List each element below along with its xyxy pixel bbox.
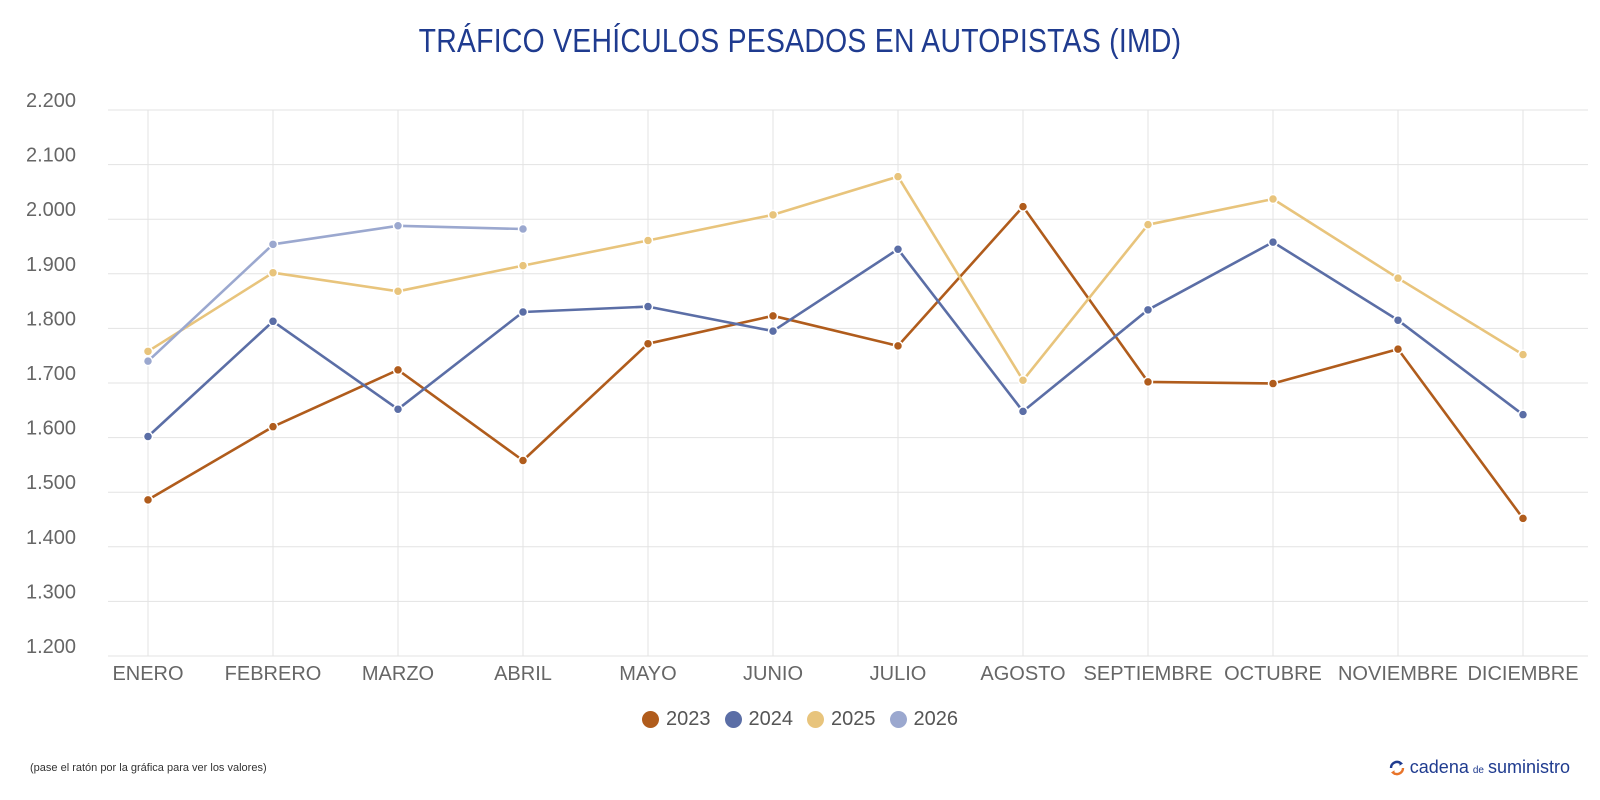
legend-label: 2024: [748, 708, 794, 730]
data-point-2025[interactable]: [1392, 272, 1404, 284]
legend-dot-icon: [642, 711, 659, 728]
y-tick-label: 1.400: [26, 527, 76, 549]
data-point-2024[interactable]: [517, 306, 529, 318]
brand-text-suministro: suministro: [1487, 757, 1570, 777]
data-point-2023[interactable]: [142, 494, 154, 506]
data-point-2024[interactable]: [1267, 236, 1279, 248]
data-point-2024[interactable]: [392, 403, 404, 415]
data-point-2026[interactable]: [517, 223, 529, 235]
legend-dot-icon: [889, 711, 907, 728]
y-tick-label: 1.500: [26, 472, 76, 494]
data-point-2025[interactable]: [1017, 375, 1029, 386]
data-point-2026[interactable]: [392, 220, 404, 232]
y-tick-label: 1.700: [26, 363, 76, 385]
series-line-2026[interactable]: [147, 224, 524, 363]
x-tick-label: MAYO: [619, 663, 676, 685]
x-tick-label: MARZO: [362, 663, 434, 685]
y-tick-label: 1.900: [26, 254, 76, 276]
y-tick-label: 1.300: [26, 581, 76, 603]
data-point-2023[interactable]: [767, 310, 779, 322]
x-tick-label: FEBRERO: [225, 663, 322, 685]
refresh-arrows-icon: [1389, 760, 1404, 775]
data-point-2024[interactable]: [1392, 314, 1404, 326]
data-point-2024[interactable]: [642, 301, 654, 312]
data-point-2023[interactable]: [1267, 378, 1279, 389]
y-tick-label: 2.100: [26, 145, 76, 167]
data-point-2025[interactable]: [267, 267, 279, 278]
brand-logo: cadena de suministro: [1388, 757, 1570, 778]
chart-title: TRÁFICO VEHÍCULOS PESADOS EN AUTOPISTAS …: [418, 22, 1182, 59]
legend-label: 2026: [913, 708, 959, 730]
series-line-2025[interactable]: [147, 175, 1524, 382]
data-point-2025[interactable]: [392, 286, 404, 297]
y-tick-label: 1.600: [26, 418, 76, 440]
data-point-2023[interactable]: [1392, 343, 1404, 355]
brand-text-de: de: [1472, 765, 1484, 776]
data-point-2023[interactable]: [1017, 201, 1029, 212]
data-point-2023[interactable]: [1517, 513, 1529, 524]
legend-dot-icon: [807, 711, 824, 728]
series-points: [142, 171, 1529, 524]
data-point-2025[interactable]: [517, 260, 529, 271]
x-tick-label: SEPTIEMBRE: [1084, 663, 1213, 685]
data-point-2023[interactable]: [517, 455, 529, 466]
data-point-2024[interactable]: [767, 325, 779, 337]
line-chart[interactable]: 2.200 2.100 2.000 1.900 1.800 1.700 1.600 1.500…: [0, 0, 1600, 700]
y-tick-label: 1.800: [26, 308, 76, 330]
data-point-2024[interactable]: [892, 243, 904, 255]
x-tick-label: AGOSTO: [980, 663, 1065, 685]
data-point-2025[interactable]: [142, 346, 154, 357]
data-point-2025[interactable]: [642, 235, 654, 246]
data-point-2023[interactable]: [892, 340, 904, 352]
brand-text-cadena: cadena: [1409, 757, 1469, 777]
data-point-2023[interactable]: [1142, 376, 1154, 388]
data-point-2024[interactable]: [1142, 304, 1154, 316]
legend-label: 2023: [666, 708, 711, 730]
data-point-2026[interactable]: [142, 355, 154, 367]
data-point-2024[interactable]: [142, 431, 154, 442]
data-point-2025[interactable]: [1517, 349, 1529, 360]
legend-item-2024[interactable]: 2024: [724, 708, 794, 731]
data-point-2024[interactable]: [1017, 406, 1029, 417]
legend: 2023 2024 2025 2026: [0, 708, 1600, 731]
data-point-2025[interactable]: [892, 171, 904, 182]
data-point-2024[interactable]: [267, 316, 279, 327]
data-point-2023[interactable]: [642, 338, 654, 349]
data-point-2025[interactable]: [1142, 219, 1154, 230]
hover-hint: (pase el ratón por la gráfica para ver l…: [30, 762, 267, 774]
x-tick-label: NOVIEMBRE: [1338, 663, 1458, 685]
legend-item-2026[interactable]: 2026: [889, 708, 959, 731]
x-axis-ticks: ENERO FEBRERO MARZO ABRIL MAYO JUNIO JULIO AGOS…: [112, 663, 1578, 685]
grid-lines: [108, 109, 1588, 657]
series-lines: [147, 175, 1525, 520]
data-point-2023[interactable]: [392, 364, 404, 376]
y-tick-label: 1.200: [26, 636, 76, 658]
y-axis-ticks: 2.200 2.100 2.000 1.900 1.800 1.700 1.600 1.500…: [26, 90, 76, 658]
data-point-2025[interactable]: [1267, 193, 1279, 205]
legend-label: 2025: [831, 708, 876, 730]
x-tick-label: DICIEMBRE: [1467, 663, 1578, 685]
data-point-2025[interactable]: [767, 209, 779, 221]
x-tick-label: ENERO: [112, 663, 183, 685]
x-tick-label: OCTUBRE: [1224, 663, 1322, 685]
x-tick-label: JUNIO: [743, 663, 803, 685]
x-tick-label: JULIO: [870, 663, 927, 685]
data-point-2024[interactable]: [1517, 409, 1529, 420]
data-point-2023[interactable]: [267, 421, 279, 432]
x-tick-label: ABRIL: [494, 663, 552, 685]
series-line-2024[interactable]: [147, 240, 1524, 438]
series-line-2023[interactable]: [147, 205, 1525, 520]
y-tick-label: 2.200: [26, 90, 76, 112]
legend-item-2023[interactable]: 2023: [642, 708, 711, 731]
legend-item-2025[interactable]: 2025: [807, 708, 876, 731]
legend-dot-icon: [724, 711, 742, 728]
data-point-2026[interactable]: [267, 239, 279, 250]
y-tick-label: 2.000: [26, 199, 76, 221]
